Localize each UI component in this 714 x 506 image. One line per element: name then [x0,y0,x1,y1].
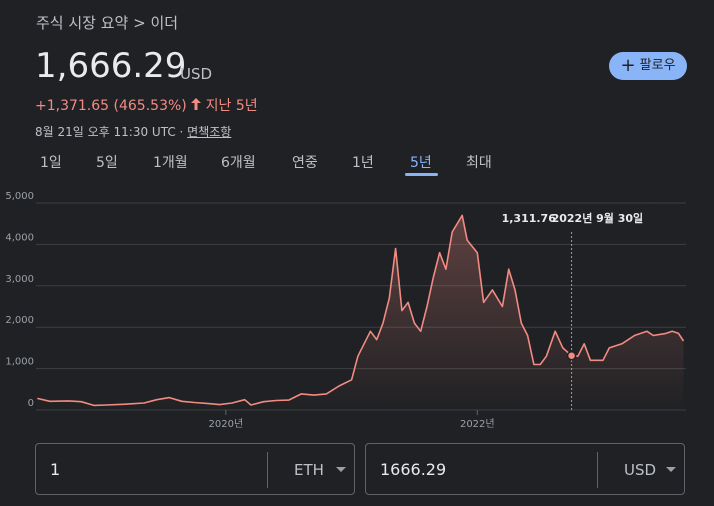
up-arrow [191,98,202,110]
change: +1,371.65 (465.53%) 지난 5년 [35,95,258,115]
price: 1,666.29 [35,46,187,86]
chart: 0 1,000 2,000 3,000 4,000 5,000 2020년 2022년 1,31… [5,191,686,430]
result-field[interactable]: 1666.29 USD [365,443,685,495]
tab[interactable]: 1개월 [153,155,188,171]
y-tick-label: 5,000 [5,191,34,202]
tooltip-date: 2022년 9월 30일 [552,211,644,225]
price-line [37,214,685,407]
y-tick-label: 2,000 [5,315,34,326]
area [37,215,684,410]
tab[interactable]: 5년 [410,155,432,171]
tab[interactable]: 1년 [352,155,374,171]
hover-dot [566,350,577,361]
tab[interactable]: 최대 [466,155,492,171]
to-unit[interactable]: USD [624,461,657,479]
period: 지난 5년 [205,98,258,114]
dropdown-caret [336,467,346,477]
plus-icon: + [620,55,636,76]
tab[interactable]: 1일 [40,155,62,171]
divider [267,452,268,488]
tooltip-value: 1,311.76 [502,212,557,225]
y-tick-label: 1,000 [5,357,34,368]
follow-button[interactable]: + 팔로우 [609,52,687,80]
breadcrumb[interactable]: 주식 시장 요약 > 이더 [36,14,179,32]
result: 1666.29 [380,460,447,479]
tab[interactable]: 5일 [96,155,118,171]
divider [597,452,598,488]
amount-field[interactable]: 1 ETH [35,443,355,495]
disclaimer[interactable]: 면책조항 [187,125,232,139]
y-tick-label: 3,000 [5,274,34,285]
tooltip-box [491,204,652,232]
tab[interactable]: 6개월 [221,155,256,171]
tab-underline [405,173,438,176]
x-tick-label: 2022년 [460,418,495,430]
timestamp: 8월 21일 오후 11:30 UTC · [35,125,184,139]
x-tick-label: 2020년 [209,418,244,430]
tab[interactable]: 연중 [292,155,318,171]
from-unit[interactable]: ETH [294,461,324,479]
y-tick-label: 0 [28,398,34,409]
y-tick-label: 4,000 [5,232,34,243]
currency: USD [180,65,213,83]
change-value: +1,371.65 (465.53%) [35,98,187,114]
follow-label: 팔로우 [639,58,676,73]
dropdown-caret [666,467,676,477]
timestamp-row: 8월 21일 오후 11:30 UTC · 면책조항 [35,123,231,140]
amount: 1 [50,460,61,479]
